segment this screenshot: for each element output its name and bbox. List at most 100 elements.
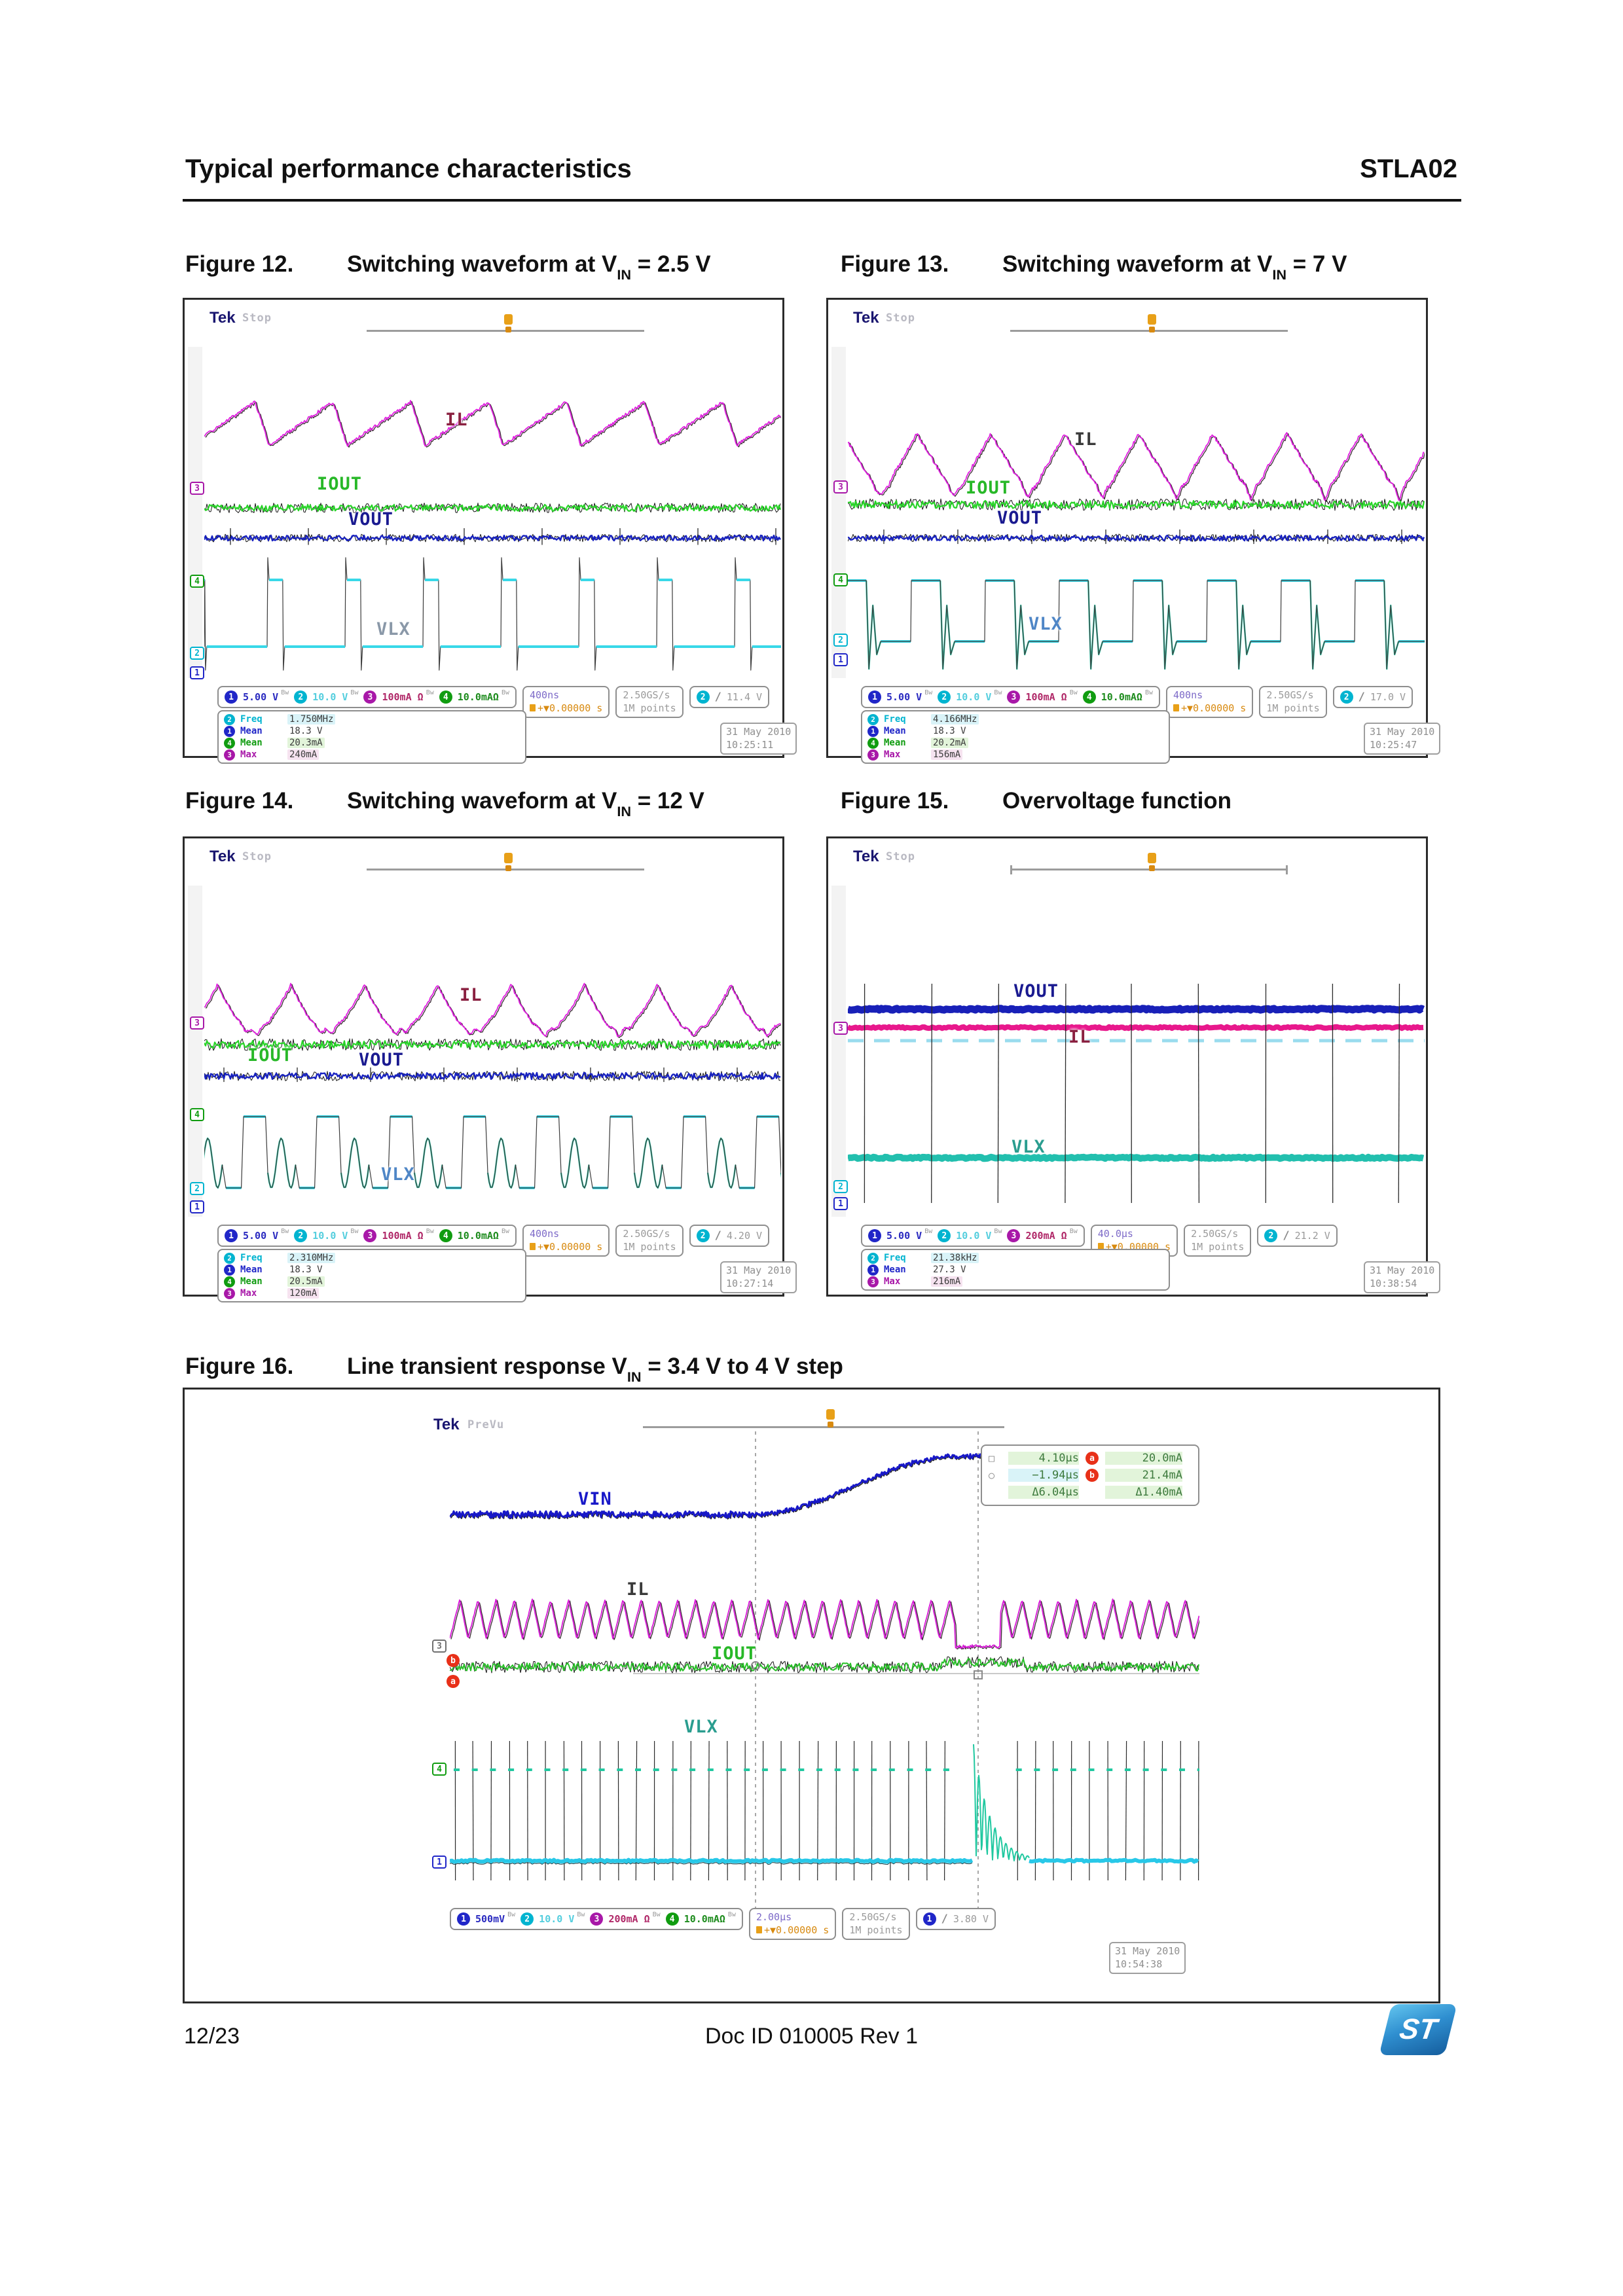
channel-1-badge: 1 [868, 691, 881, 704]
trigger-level: 11.4 V [726, 691, 763, 703]
channel-3-badge: 3 [363, 691, 377, 704]
measurement-row: 1 Mean 18.3 V [224, 1264, 520, 1276]
measurement-row: 4 Mean 20.2mA [867, 737, 1163, 749]
bandwidth-icon: Bw [924, 689, 933, 696]
figure13-number: Figure 13. [841, 251, 949, 277]
sample-rate: 2.50GS/s [849, 1911, 897, 1923]
sample-rate-readout: 2.50GS/s 1M points [842, 1908, 910, 1940]
measurement-name: Freq [240, 714, 263, 725]
timestamp-date: 31 May 2010 [1370, 1265, 1435, 1276]
acquisition-bar [643, 1426, 1004, 1428]
bandwidth-icon: Bw [281, 689, 289, 696]
bandwidth-icon: Bw [577, 1911, 585, 1918]
tek-logo: Tek [433, 1416, 460, 1433]
trigger-level: 17.0 V [1370, 691, 1406, 703]
measurement-value: 21.38kHz [931, 1253, 979, 1263]
waveform-trace [848, 498, 1425, 511]
timebase-value: 40.0µs [1097, 1228, 1133, 1240]
channel-1-scale: 5.00 V [886, 691, 922, 703]
header-rule [183, 199, 1461, 202]
timestamp-box: 31 May 2010 10:27:14 [720, 1261, 797, 1293]
channel-marker-1: 1 [190, 1200, 204, 1213]
cursor-readout-row: ○ −1.94µs b 21.4mA [989, 1467, 1192, 1484]
cursor-current-value: Δ1.40mA [1105, 1486, 1182, 1499]
measurement-row: 3 Max 156mA [867, 749, 1163, 761]
measurement-value: 20.5mA [287, 1276, 325, 1287]
channel-marker-3: 3 [190, 482, 204, 495]
trace-label-il: IL [1068, 1027, 1091, 1047]
measurement-row: 3 Max 120mA [224, 1287, 520, 1299]
measurement-table: 2 Freq 4.166MHz 1 Mean 18.3 V 4 Mean 20.2mA 3 Max 1… [861, 710, 1170, 764]
waveform-trace [450, 1862, 973, 1865]
cursor-readout-box: □ 4.10µs a 20.0mA ○ −1.94µs b 21.4mA Δ6.04µs Δ1.4… [981, 1444, 1199, 1506]
measurement-value: 4.166MHz [931, 714, 979, 725]
waveform-trace [848, 499, 1425, 510]
measurement-channel-badge: 1 [867, 1264, 879, 1276]
cursor-a-mark [974, 1670, 983, 1679]
timestamp-box: 31 May 2010 10:54:38 [1109, 1942, 1186, 1974]
timestamp-date: 31 May 2010 [726, 1265, 792, 1276]
channel-marker-3: 3 [833, 480, 848, 493]
waveform-trace [204, 557, 753, 671]
record-length: 1M points [623, 702, 676, 714]
bandwidth-icon: Bw [994, 1228, 1002, 1235]
waveform-trace [1034, 1740, 1036, 1881]
channel-2-scale: 10.0 V [539, 1913, 575, 1925]
measurement-value: 18.3 V [289, 1265, 323, 1275]
trigger-readout: 2 ∕ 4.20 V [689, 1225, 770, 1247]
waveform-trace [204, 1116, 781, 1189]
measurement-row: 4 Mean 20.3mA [224, 737, 520, 749]
channel-2-badge: 2 [294, 1229, 308, 1242]
measurement-value: 18.3 V [933, 726, 966, 736]
trigger-slope-icon: ∕ [714, 1229, 721, 1242]
record-length: 1M points [623, 1240, 676, 1253]
channel-marker-b: b [447, 1654, 460, 1667]
waveform-trace [1065, 983, 1067, 1204]
figure16-oscilloscope-screenshot: Tek PreVu VIN IL IOUT VLX 3 b a 4 1 1 500mV Bw 2 10.0 V… [183, 1388, 1440, 2003]
timebase-value: 400ns [530, 1228, 560, 1240]
trace-label-vout: VOUT [1013, 981, 1059, 1001]
trigger-source-badge: 2 [1340, 691, 1353, 704]
trace-label-il: IL [460, 985, 483, 1005]
trigger-time-icon [530, 704, 536, 711]
channel-scale-readouts: 1 5.00 V Bw 2 10.0 V Bw 3 100mA Ω Bw 4 10.0mAΩ Bw [217, 1225, 517, 1247]
measurement-value: 27.3 V [933, 1265, 966, 1275]
waveform-trace [266, 1137, 297, 1189]
measurement-channel-badge: 4 [867, 737, 879, 749]
sample-rate-readout: 2.50GS/s 1M points [615, 686, 684, 718]
waveform-plot [848, 983, 1425, 1204]
channel-4-scale: 10.0mAΩ [457, 1230, 499, 1242]
timestamp-time: 10:38:54 [1370, 1277, 1417, 1289]
waveform-trace [340, 1137, 370, 1189]
sample-rate: 2.50GS/s [1191, 1228, 1239, 1240]
timestamp-date: 31 May 2010 [1115, 1945, 1180, 1957]
channel-scale-readouts: 1 5.00 V Bw 2 10.0 V Bw 3 100mA Ω Bw 4 10.0mAΩ Bw [861, 686, 1160, 708]
measurement-row: 3 Max 216mA [867, 1276, 1163, 1287]
waveform-trace [490, 1740, 492, 1881]
trace-label-vlx: VLX [684, 1717, 718, 1737]
acquisition-mode: Stop [242, 850, 272, 863]
readout-bar: 1 5.00 V Bw 2 10.0 V Bw 3 100mA Ω Bw 4 10.0mAΩ Bw 40… [861, 686, 1413, 718]
tek-logo: Tek [210, 309, 236, 327]
figure14-caption: Figure 14. Switching waveform at VIN = 12… [185, 788, 704, 819]
timebase-readout: 2.00µs +▼0.00000 s [748, 1908, 837, 1940]
bandwidth-icon: Bw [426, 1228, 434, 1235]
trigger-time-icon [1097, 1242, 1104, 1250]
channel-4-scale: 10.0mAΩ [457, 691, 499, 703]
waveform-trace [450, 1857, 974, 1864]
trigger-time-icon [530, 1242, 536, 1250]
channel-2-scale: 10.0 V [312, 1230, 348, 1242]
measurement-row: 2 Freq 4.166MHz [867, 713, 1163, 725]
measurement-table: 2 Freq 21.38kHz 1 Mean 27.3 V 3 Max 216mA [861, 1249, 1170, 1291]
waveform-trace [450, 1600, 1199, 1650]
measurement-row: 2 Freq 1.750MHz [224, 713, 520, 725]
measurement-value: 20.2mA [931, 738, 968, 748]
trigger-source-badge: 1 [922, 1912, 936, 1926]
timebase-readout: 400ns +▼0.00000 s [522, 686, 610, 718]
sample-rate: 2.50GS/s [623, 689, 670, 701]
waveform-trace [450, 1656, 1199, 1674]
measurement-value: 20.3mA [287, 738, 325, 748]
channel-scale-readouts: 1 500mV Bw 2 10.0 V Bw 3 200mA Ω Bw 4 10.0mAΩ Bw [450, 1908, 743, 1930]
waveform-trace [848, 580, 1425, 670]
measurement-channel-badge: 1 [224, 1264, 235, 1276]
